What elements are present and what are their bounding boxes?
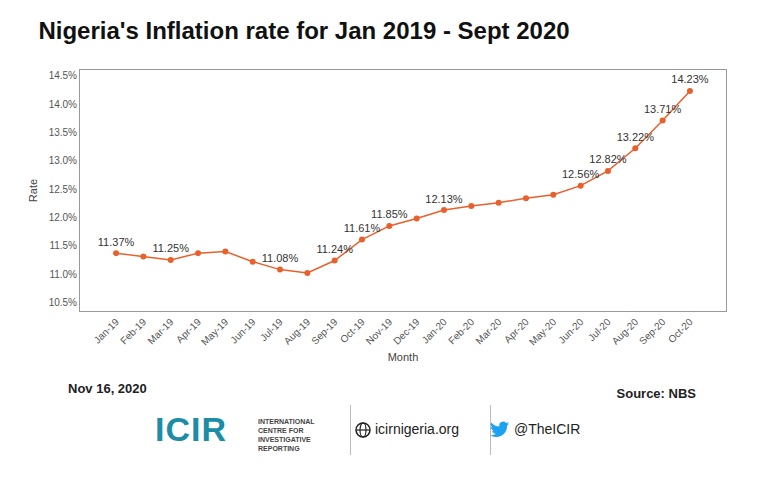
svg-text:14.23%: 14.23%: [671, 73, 709, 85]
svg-text:13.5%: 13.5%: [49, 127, 77, 138]
svg-text:Feb-20: Feb-20: [446, 316, 476, 346]
svg-text:Nigeria's Inflation rate for J: Nigeria's Inflation rate for Jan 2019 - …: [38, 17, 569, 44]
svg-text:12.13%: 12.13%: [425, 193, 463, 205]
svg-text:11.08%: 11.08%: [262, 252, 299, 264]
svg-text:Oct-19: Oct-19: [338, 316, 367, 345]
svg-text:Aug-20: Aug-20: [610, 316, 641, 347]
svg-text:Month: Month: [388, 351, 419, 363]
svg-text:11.37%: 11.37%: [98, 236, 135, 248]
svg-text:Jan-19: Jan-19: [92, 316, 122, 346]
svg-text:11.24%: 11.24%: [316, 243, 353, 255]
svg-text:Sep-19: Sep-19: [309, 316, 340, 347]
svg-text:12.5%: 12.5%: [49, 184, 77, 195]
svg-text:Jun-19: Jun-19: [228, 316, 258, 346]
svg-text:13.22%: 13.22%: [617, 131, 655, 143]
svg-text:14.5%: 14.5%: [49, 70, 77, 81]
svg-text:Apr-19: Apr-19: [174, 316, 203, 345]
svg-text:Rate: Rate: [27, 179, 39, 202]
svg-text:11.0%: 11.0%: [49, 269, 77, 280]
svg-text:Apr-20: Apr-20: [502, 316, 531, 345]
svg-text:Sep-20: Sep-20: [637, 316, 668, 347]
html-text:Source: NBS: Source: NBS: [616, 386, 696, 401]
svg-text:12.56%: 12.56%: [562, 168, 600, 180]
html-text:@TheICIR: @TheICIR: [514, 421, 581, 437]
svg-text:Mar-19: Mar-19: [145, 316, 175, 346]
svg-text:Jul-20: Jul-20: [586, 316, 613, 343]
svg-text:Jan-20: Jan-20: [420, 316, 450, 346]
svg-text:Oct-20: Oct-20: [666, 316, 695, 345]
svg-text:Aug-19: Aug-19: [282, 316, 313, 347]
svg-text:12.82%: 12.82%: [589, 153, 627, 165]
svg-text:10.5%: 10.5%: [49, 297, 77, 308]
svg-text:Nov-19: Nov-19: [364, 316, 395, 347]
svg-text:11.85%: 11.85%: [371, 208, 408, 220]
svg-text:12.0%: 12.0%: [49, 212, 77, 223]
html-text:ICIR: ICIR: [155, 410, 227, 448]
html-text:INTERNATIONAL CENTRE FOR INVES: INTERNATIONAL CENTRE FOR INVESTIGATIVE R…: [258, 418, 315, 452]
svg-text:11.5%: 11.5%: [49, 240, 77, 251]
html-text:Nov 16, 2020: Nov 16, 2020: [68, 381, 147, 396]
svg-text:May-20: May-20: [527, 316, 559, 348]
html-text:icirnigeria.org: icirnigeria.org: [375, 421, 459, 437]
svg-text:11.61%: 11.61%: [344, 222, 381, 234]
svg-text:11.25%: 11.25%: [152, 242, 189, 254]
svg-text:13.0%: 13.0%: [49, 155, 77, 166]
svg-text:14.0%: 14.0%: [49, 99, 77, 110]
svg-text:Jun-20: Jun-20: [556, 316, 586, 346]
svg-text:Jul-19: Jul-19: [258, 316, 285, 343]
svg-text:13.71%: 13.71%: [644, 103, 682, 115]
svg-text:Mar-20: Mar-20: [473, 316, 503, 346]
svg-text:Dec-19: Dec-19: [391, 316, 422, 347]
svg-text:Feb-19: Feb-19: [118, 316, 148, 346]
svg-text:May-19: May-19: [199, 316, 231, 348]
